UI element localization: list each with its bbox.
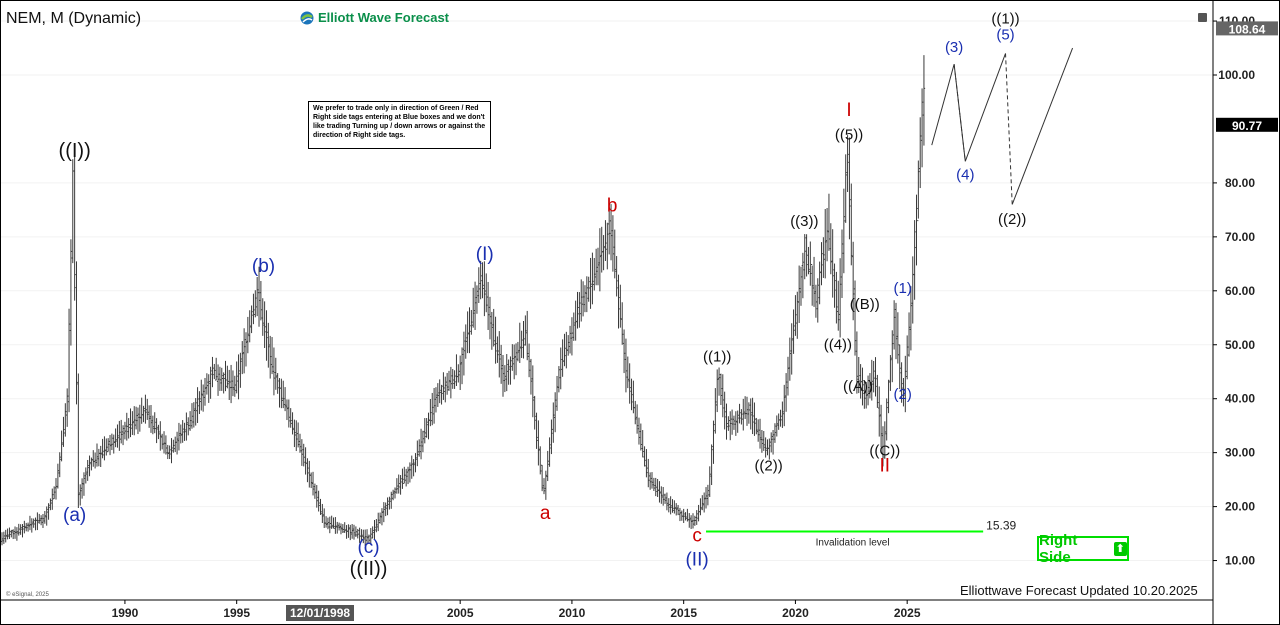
wave-label: ((II)) [350,558,388,580]
projection-dashed-line [1005,53,1013,205]
x-tick-label: 2020 [782,606,809,620]
price-bars [0,55,926,546]
wave-label: a [540,503,551,524]
ewf-globe-logo-icon [300,11,314,24]
invalidation-group: 15.39 Invalidation level [706,518,1017,548]
wave-label: (2) [894,386,912,403]
y-tick-label: 20.00 [1225,500,1255,514]
wave-label: b [607,195,618,216]
esignal-credit: © eSignal, 2025 [6,592,49,598]
wave-label: ((2)) [998,211,1026,228]
wave-label: ((1)) [991,11,1019,28]
x-tick-label: 2005 [447,606,474,620]
y-axis: 10.00 20.00 30.00 40.00 50.00 60.00 70.00 80.00… [1212,0,1255,625]
wave-label: ((C)) [869,442,900,459]
y-tick-label: 70.00 [1225,230,1255,244]
x-tick-label: 1995 [223,606,250,620]
y-tick-label: 80.00 [1225,176,1255,190]
price-tags: 108.64 90.77 [1216,21,1278,133]
x-tick-label: 2010 [559,606,586,620]
brand-name: Elliott Wave Forecast [318,10,449,25]
symbol-title: NEM, M (Dynamic) [6,10,142,27]
wave-label: ((1)) [703,348,731,365]
y-tick-label: 10.00 [1225,554,1255,568]
wave-label: (c) [357,537,379,558]
wave-label: ((A)) [843,378,873,395]
projection-line [931,53,1006,162]
y-tick-label: 30.00 [1225,446,1255,460]
right-side-label: Right Side [1039,531,1078,566]
invalidation-caption: Invalidation level [816,537,890,548]
wave-label: ((5)) [835,127,863,144]
y-tick-label: 100.00 [1218,68,1255,82]
y-tick-label: 60.00 [1225,284,1255,298]
x-tick-label: 1990 [112,606,139,620]
invalidation-value: 15.39 [986,518,1016,532]
wave-label: (1) [894,280,912,297]
price-tag-label: 108.64 [1229,22,1266,36]
wave-label: (II) [685,549,708,570]
y-tick-label: 50.00 [1225,338,1255,352]
price-tag-box [1216,21,1278,36]
wave-label: ((B)) [850,296,880,313]
wave-label: (I) [476,244,494,265]
price-tag-box [1216,117,1278,132]
brand-logo: Elliott Wave Forecast [300,10,449,25]
x-tick-label: 2015 [670,606,697,620]
wave-label: (a) [63,505,86,526]
x-tick-label: 2025 [894,606,921,620]
wave-label: (5) [996,26,1014,43]
y-tick-label: 40.00 [1225,392,1255,406]
projection-line [1011,47,1074,205]
trading-note: We prefer to trade only in direction of … [308,101,491,149]
projection-path [931,47,1074,205]
projection-dashed-line [953,64,966,162]
price-tag-label: 90.77 [1232,119,1262,133]
wave-label: ((I)) [59,140,91,162]
right-side-tag: Right Side ⬆ [1037,532,1129,566]
wave-label: (4) [956,167,974,184]
y-grid [0,20,1213,562]
wave-label: (b) [252,256,275,277]
wave-labels: ((I)) (a) (b) (c)((II)) (I) a b c(II) ((1)) ((2))… [59,11,1027,580]
wave-label: ((4)) [824,337,852,354]
date-cursor: 12/01/1998 [286,605,355,621]
wave-label: II [880,456,891,477]
wave-label: I [846,100,851,121]
wave-label: (3) [945,39,963,56]
updated-text: Elliottwave Forecast Updated 10.20.2025 [960,583,1198,598]
wave-label: c [692,526,702,547]
wave-label: ((3)) [790,213,818,230]
wave-label: ((2)) [754,457,782,474]
window-menu-icon[interactable] [1198,13,1207,22]
x-axis: 1990 1995 2005 2010 2015 2020 2025 [0,599,1213,620]
up-arrow-icon: ⬆ [1113,541,1127,556]
